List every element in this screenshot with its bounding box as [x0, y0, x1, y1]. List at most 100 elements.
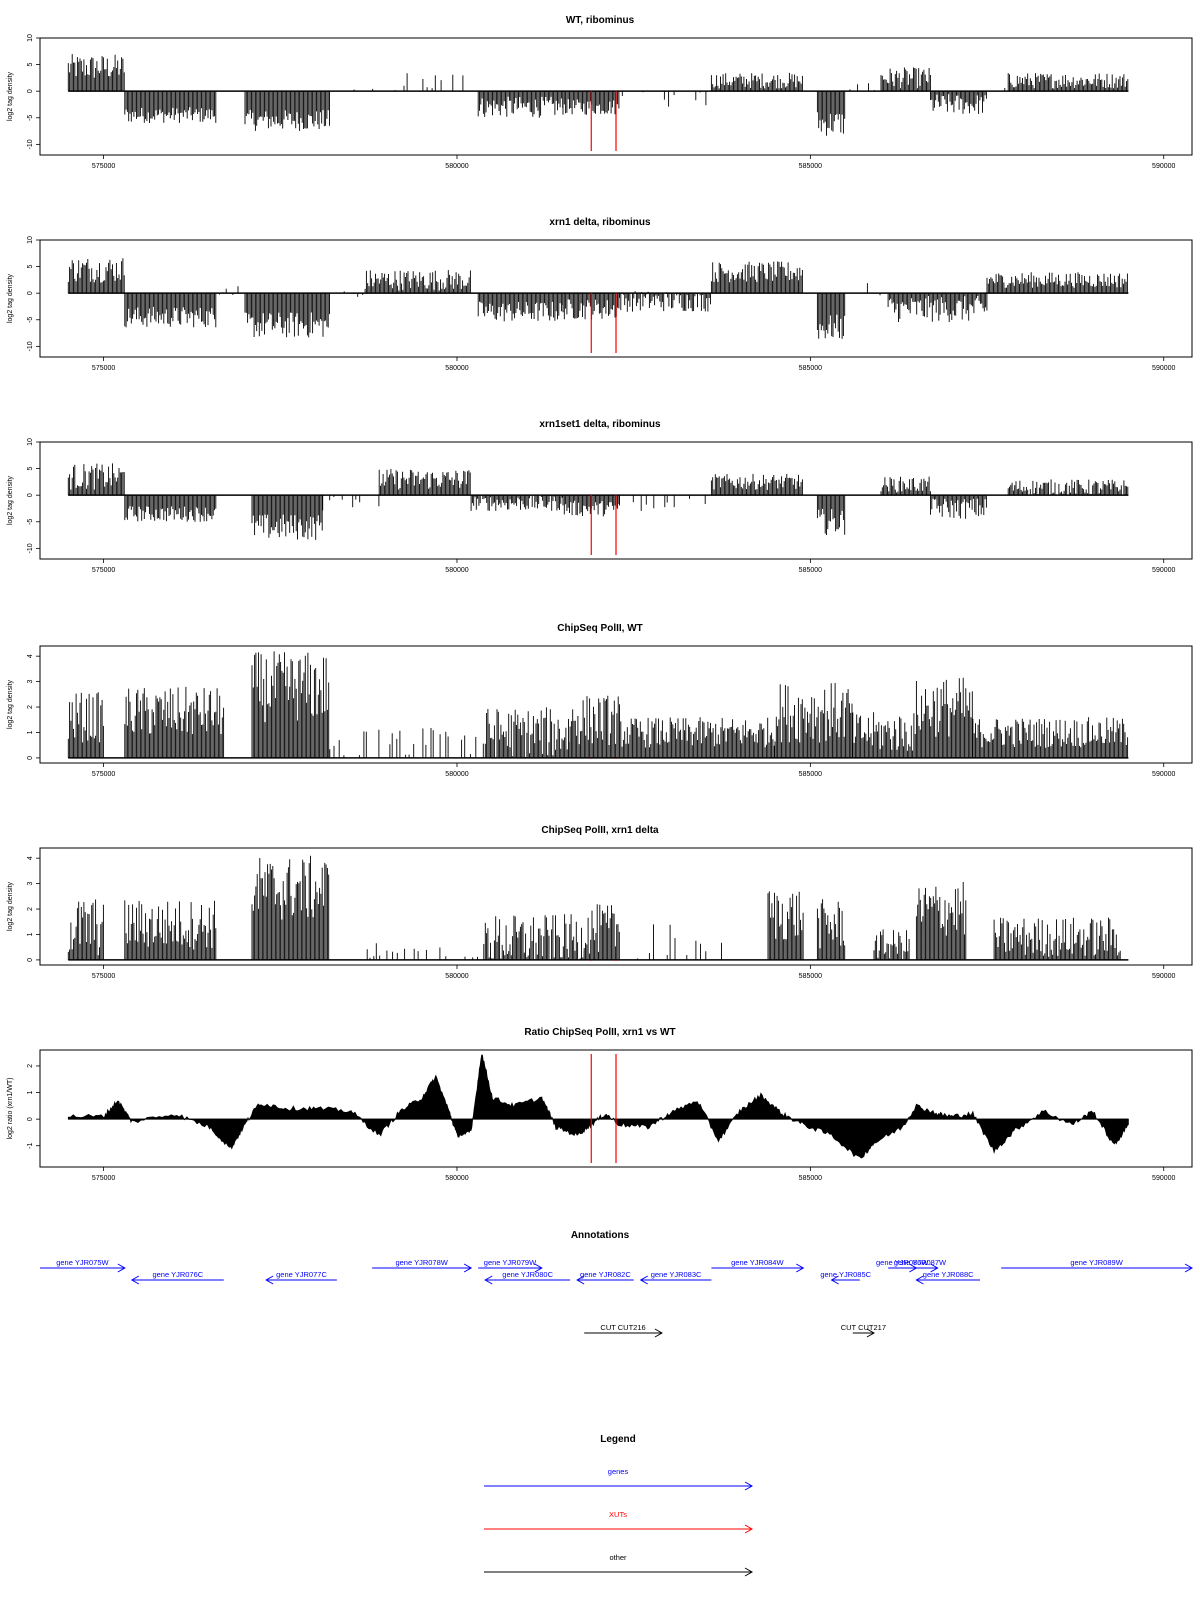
x-tick-label: 575000	[92, 365, 115, 372]
y-axis-label: log2 tag density	[7, 679, 14, 729]
x-tick-label: 580000	[445, 973, 468, 980]
legend-label: XUTs	[609, 1510, 627, 1519]
x-tick-label: 580000	[445, 365, 468, 372]
panel-4: ChipSeq PolII, WT 0 1 2 3 4 log2 tag density 57…	[7, 623, 1193, 778]
arrowhead-icon	[744, 1524, 754, 1534]
arrowhead-icon	[830, 1275, 839, 1285]
y-axis-label: log2 tag density	[7, 71, 14, 121]
annotation-feature: gene YJR075W	[40, 1258, 126, 1273]
y-tick-label: -10	[27, 139, 34, 149]
plot-area	[67, 1054, 1129, 1159]
annotation-feature: gene YJR076C	[130, 1270, 224, 1285]
feature-label: gene YJR082C	[580, 1270, 631, 1279]
x-tick-label: 575000	[92, 771, 115, 778]
annotation-feature: gene YJR078W	[372, 1258, 473, 1273]
x-tick-label: 590000	[1152, 365, 1175, 372]
plot-frame	[39, 441, 1193, 560]
plot-frame	[39, 1049, 1193, 1168]
panel-title: WT, ribominus	[566, 15, 635, 26]
data-bars	[67, 54, 1129, 136]
arrowhead-icon	[463, 1263, 473, 1273]
legend-title: Legend	[600, 1434, 636, 1445]
annotation-feature: CUT CUT216	[584, 1323, 663, 1338]
feature-label: CUT CUT217	[841, 1323, 886, 1332]
x-tick-label: 580000	[445, 1175, 468, 1182]
annotation-feature: gene YJR087W	[894, 1258, 947, 1273]
y-axis-label: log2 tag density	[7, 475, 14, 525]
y-tick-label: -5	[27, 115, 34, 121]
x-tick-label: 575000	[92, 973, 115, 980]
feature-label: gene YJR085C	[820, 1270, 871, 1279]
feature-label: gene YJR086W	[876, 1258, 929, 1267]
plot-area	[67, 855, 1129, 961]
legend-label: other	[609, 1553, 627, 1562]
annotation-feature: gene YJR088C	[915, 1270, 980, 1285]
y-tick-label: -10	[27, 341, 34, 351]
x-tick-label: 580000	[445, 567, 468, 574]
plot-area	[67, 54, 1129, 136]
x-tick-label: 585000	[799, 973, 822, 980]
panel-6: Ratio ChipSeq PolII, xrn1 vs WT -1 0 1 2 log2…	[7, 1027, 1193, 1182]
annotations-panel: Annotations gene YJR075W gene YJR076C gene …	[40, 1230, 1194, 1338]
feature-label: gene YJR084W	[731, 1258, 784, 1267]
arrowhead-icon	[484, 1275, 493, 1285]
y-tick-label: 1	[27, 932, 34, 936]
plot-area	[67, 463, 1129, 540]
plot-frame	[39, 239, 1193, 358]
plot-area	[67, 258, 1129, 339]
y-tick-label: 5	[27, 265, 34, 269]
y-tick-label: 10	[27, 34, 34, 42]
y-tick-label: 1	[27, 1090, 34, 1094]
x-tick-label: 575000	[92, 567, 115, 574]
y-tick-label: 4	[27, 856, 34, 860]
annotations-title: Annotations	[571, 1230, 630, 1241]
plot-frame	[39, 645, 1193, 764]
y-tick-label: 0	[27, 958, 34, 962]
feature-label: gene YJR083C	[651, 1270, 702, 1279]
annotation-feature: gene YJR083C	[639, 1270, 712, 1285]
x-tick-label: 580000	[445, 163, 468, 170]
y-tick-label: 3	[27, 680, 34, 684]
panel-title: xrn1 delta, ribominus	[549, 217, 651, 228]
x-tick-label: 585000	[799, 163, 822, 170]
arrowhead-icon	[265, 1275, 274, 1285]
y-tick-label: 2	[27, 705, 34, 709]
arrowhead-icon	[930, 1263, 939, 1273]
plot-frame	[39, 37, 1193, 156]
arrowhead-icon	[130, 1275, 140, 1285]
x-tick-label: 575000	[92, 163, 115, 170]
y-tick-label: -5	[27, 519, 34, 525]
arrowhead-icon	[654, 1328, 663, 1338]
x-tick-label: 590000	[1152, 973, 1175, 980]
y-tick-label: 3	[27, 882, 34, 886]
x-tick-label: 590000	[1152, 1175, 1175, 1182]
x-tick-label: 585000	[799, 1175, 822, 1182]
x-tick-label: 585000	[799, 365, 822, 372]
panel-title: ChipSeq PolII, xrn1 delta	[541, 825, 659, 836]
legend-item: genes	[484, 1467, 754, 1491]
annotation-feature: gene YJR082C	[576, 1270, 634, 1285]
feature-label: CUT CUT216	[600, 1323, 645, 1332]
arrowhead-icon	[796, 1263, 805, 1273]
legend-label: genes	[608, 1467, 629, 1476]
x-tick-label: 590000	[1152, 567, 1175, 574]
annotation-feature: gene YJR080C	[484, 1270, 571, 1285]
panel-title: ChipSeq PolII, WT	[557, 623, 643, 634]
x-tick-label: 585000	[799, 567, 822, 574]
arrowhead-icon	[1184, 1263, 1194, 1273]
y-tick-label: 5	[27, 467, 34, 471]
y-tick-label: 10	[27, 236, 34, 244]
panel-5: ChipSeq PolII, xrn1 delta 0 1 2 3 4 log2 tag d…	[7, 825, 1193, 980]
y-tick-label: 0	[27, 89, 34, 93]
arrowhead-icon	[639, 1275, 648, 1285]
legend-panel: Legend genes XUTs other	[484, 1434, 754, 1577]
y-tick-label: 2	[27, 1064, 34, 1068]
data-bars	[67, 855, 1121, 960]
y-tick-label: 0	[27, 493, 34, 497]
y-tick-label: 0	[27, 291, 34, 295]
y-axis-label: log2 ratio (xrn1/WT)	[7, 1078, 14, 1140]
panel-2: xrn1 delta, ribominus -10 -5 0 5 10 log2 tag d…	[7, 217, 1193, 372]
y-axis-label: log2 tag density	[7, 273, 14, 323]
panel-title: Ratio ChipSeq PolII, xrn1 vs WT	[524, 1027, 675, 1038]
